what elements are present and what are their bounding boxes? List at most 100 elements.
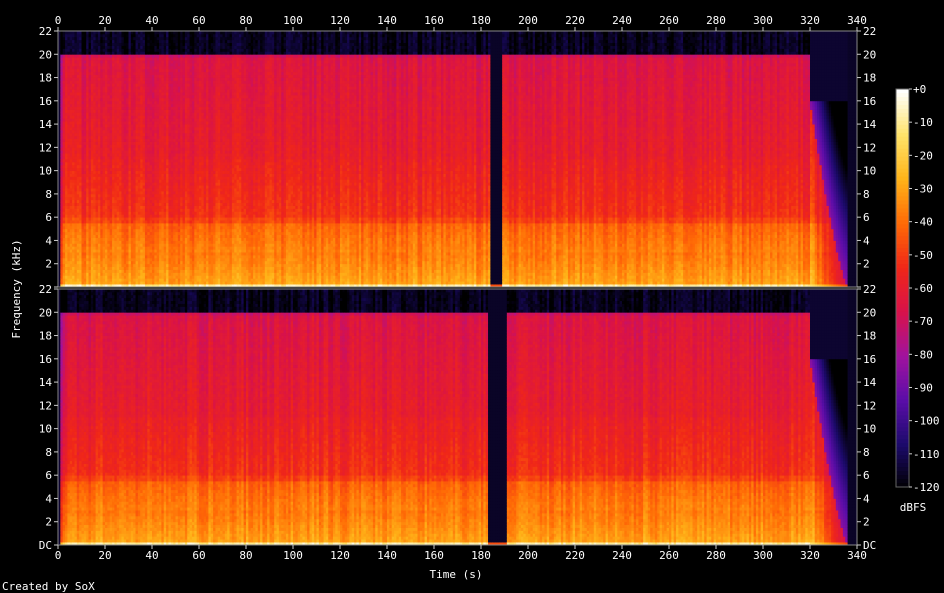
spectrogram-cell	[67, 240, 70, 243]
spectrogram-cell	[112, 34, 115, 37]
spectrogram-cell	[79, 176, 82, 179]
spectrogram-cell	[84, 176, 87, 179]
spectrogram-cell	[91, 217, 94, 220]
spectrogram-cell	[91, 272, 94, 275]
spectrogram-cell	[70, 211, 73, 214]
spectrogram-cell	[117, 194, 120, 197]
spectrogram-cell	[86, 112, 89, 115]
spectrogram-cell	[121, 226, 124, 229]
spectrogram-cell	[72, 214, 75, 217]
spectrogram-cell	[112, 43, 115, 46]
spectrogram-cell	[79, 261, 82, 264]
spectrogram-cell	[126, 72, 129, 75]
spectrogram-cell	[93, 37, 96, 40]
spectrogram-cell	[100, 57, 103, 60]
spectrogram-cell	[105, 130, 108, 133]
spectrogram-cell	[124, 57, 127, 60]
spectrogram-cell	[72, 72, 75, 75]
spectrogram-cell	[119, 72, 122, 75]
spectrogram-cell	[107, 211, 110, 214]
spectrogram-cell	[121, 83, 124, 86]
spectrogram-cell	[93, 48, 96, 51]
spectrogram-cell	[121, 168, 124, 171]
spectrogram-cell	[110, 121, 113, 124]
spectrogram-cell	[72, 48, 75, 51]
spectrogram-cell	[84, 217, 87, 220]
spectrogram-cell	[121, 249, 124, 252]
spectrogram-cell	[98, 246, 101, 249]
spectrogram-cell	[110, 101, 113, 104]
spectrogram-cell	[77, 121, 80, 124]
spectrogram-cell	[72, 267, 75, 270]
spectrogram-cell	[89, 89, 92, 92]
spectrogram-cell	[89, 139, 92, 142]
spectrogram-cell	[79, 226, 82, 229]
spectrogram-cell	[60, 136, 63, 139]
spectrogram-cell	[112, 133, 115, 136]
spectrogram-cell	[67, 156, 70, 159]
spectrogram-cell	[89, 243, 92, 246]
spectrogram-cell	[72, 78, 75, 81]
spectrogram-cell	[60, 48, 63, 51]
spectrogram-cell	[65, 75, 68, 78]
spectrogram-cell	[63, 226, 66, 229]
spectrogram-cell	[124, 153, 127, 156]
spectrogram-cell	[100, 142, 103, 145]
spectrogram-cell	[98, 89, 101, 92]
spectrogram-cell	[77, 57, 80, 60]
spectrogram-cell	[89, 249, 92, 252]
spectrogram-cell	[72, 80, 75, 83]
spectrogram-cell	[63, 130, 66, 133]
spectrogram-cell	[124, 72, 127, 75]
spectrogram-cell	[70, 115, 73, 118]
spectrogram-cell	[86, 48, 89, 51]
spectrogram-cell	[74, 107, 77, 110]
spectrogram-cell	[70, 89, 73, 92]
spectrogram-cell	[105, 278, 108, 281]
spectrogram-cell	[72, 272, 75, 275]
spectrogram-cell	[72, 133, 75, 136]
spectrogram-cell	[77, 179, 80, 182]
spectrogram-cell	[77, 165, 80, 168]
spectrogram-cell	[74, 243, 77, 246]
spectrogram-cell	[121, 267, 124, 270]
spectrogram-cell	[74, 43, 77, 46]
spectrogram-cell	[84, 86, 87, 89]
spectrogram-cell	[60, 191, 63, 194]
spectrogram-cell	[60, 203, 63, 206]
spectrogram-cell	[93, 171, 96, 174]
spectrogram-cell	[79, 51, 82, 54]
spectrogram-cell	[103, 272, 106, 275]
spectrogram-cell	[98, 80, 101, 83]
spectrogram-cell	[117, 142, 120, 145]
spectrogram-cell	[124, 139, 127, 142]
spectrogram-cell	[91, 118, 94, 121]
spectrogram-cell	[124, 110, 127, 113]
spectrogram-cell	[91, 153, 94, 156]
spectrogram-cell	[67, 101, 70, 104]
spectrogram-cell	[77, 232, 80, 235]
spectrogram-cell	[112, 243, 115, 246]
spectrogram-cell	[65, 211, 68, 214]
spectrogram-cell	[114, 278, 117, 281]
spectrogram-cell	[86, 203, 89, 206]
spectrogram-cell	[93, 112, 96, 115]
spectrogram-cell	[63, 92, 66, 95]
spectrogram-cell	[65, 200, 68, 203]
spectrogram-cell	[100, 89, 103, 92]
spectrogram-cell	[79, 83, 82, 86]
spectrogram-cell	[79, 150, 82, 153]
spectrogram-cell	[72, 101, 75, 104]
spectrogram-cell	[107, 118, 110, 121]
spectrogram-cell	[86, 220, 89, 223]
spectrogram-cell	[100, 188, 103, 191]
spectrogram-cell	[124, 206, 127, 209]
spectrogram-cell	[65, 101, 68, 104]
spectrogram-cell	[112, 130, 115, 133]
spectrogram-cell	[89, 217, 92, 220]
spectrogram-cell	[96, 136, 99, 139]
spectrogram-cell	[93, 86, 96, 89]
spectrogram-cell	[96, 130, 99, 133]
spectrogram-cell	[124, 232, 127, 235]
spectrogram-cell	[103, 182, 106, 185]
